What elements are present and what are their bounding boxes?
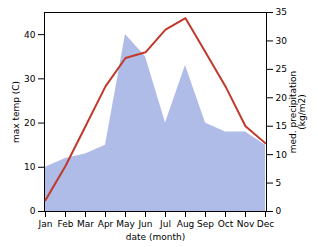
svg-text:10: 10 — [24, 162, 36, 172]
svg-text:Apr: Apr — [98, 219, 114, 229]
svg-text:Jun: Jun — [137, 219, 152, 229]
svg-text:30: 30 — [24, 74, 36, 84]
svg-text:20: 20 — [276, 93, 288, 103]
svg-text:Jan: Jan — [38, 219, 53, 229]
svg-text:40: 40 — [24, 29, 36, 39]
svg-text:Sep: Sep — [197, 219, 214, 229]
svg-text:5: 5 — [276, 178, 282, 188]
svg-text:25: 25 — [276, 64, 287, 74]
svg-text:May: May — [116, 219, 135, 229]
svg-text:35: 35 — [276, 7, 287, 17]
svg-text:Nov: Nov — [237, 219, 255, 229]
svg-text:max temp (C): max temp (C) — [11, 81, 21, 143]
svg-text:Jul: Jul — [159, 219, 171, 229]
svg-text:Dec: Dec — [257, 219, 274, 229]
svg-text:med. precipitation(kg/m2): med. precipitation(kg/m2) — [288, 71, 307, 153]
svg-text:20: 20 — [24, 118, 36, 128]
svg-text:Mar: Mar — [77, 219, 94, 229]
svg-text:30: 30 — [276, 36, 288, 46]
svg-text:date (month): date (month) — [126, 232, 185, 242]
svg-text:0: 0 — [30, 206, 36, 216]
svg-text:0: 0 — [276, 206, 282, 216]
svg-text:15: 15 — [276, 121, 287, 131]
svg-text:Oct: Oct — [218, 219, 234, 229]
svg-text:Feb: Feb — [58, 219, 74, 229]
svg-text:Aug: Aug — [177, 219, 195, 229]
svg-text:10: 10 — [276, 150, 288, 160]
